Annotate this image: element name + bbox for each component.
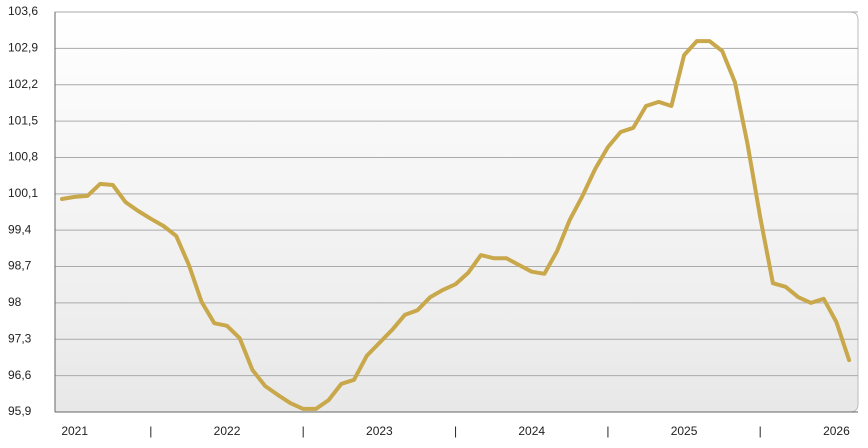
y-tick-label: 103,6 [8,4,38,18]
y-tick-label: 98,7 [8,259,32,273]
x-tick-label: 2022 [214,424,241,438]
x-tick-label: | [149,424,152,438]
y-tick-label: 98 [8,295,22,309]
plot-area [54,11,859,413]
y-tick-label: 102,2 [8,77,38,91]
y-tick-label: 100,8 [8,150,38,164]
x-tick-label: 2021 [61,424,88,438]
y-tick-label: 96,6 [8,368,32,382]
x-tick-label: 2025 [671,424,698,438]
line-series [60,39,852,411]
y-tick-label: 102,9 [8,41,38,55]
x-tick-label: 2024 [518,424,545,438]
x-tick-label: | [606,424,609,438]
x-tick-label: | [454,424,457,438]
y-tick-label: 100,1 [8,186,38,200]
x-tick-label: 2026 [823,424,850,438]
y-tick-label: 97,3 [8,331,32,345]
x-tick-label: | [759,424,762,438]
y-tick-label: 95,9 [8,404,32,418]
y-tick-label: 101,5 [8,113,38,127]
y-tick-label: 99,4 [8,222,32,236]
x-tick-label: 2023 [366,424,393,438]
x-tick-label: | [302,424,305,438]
